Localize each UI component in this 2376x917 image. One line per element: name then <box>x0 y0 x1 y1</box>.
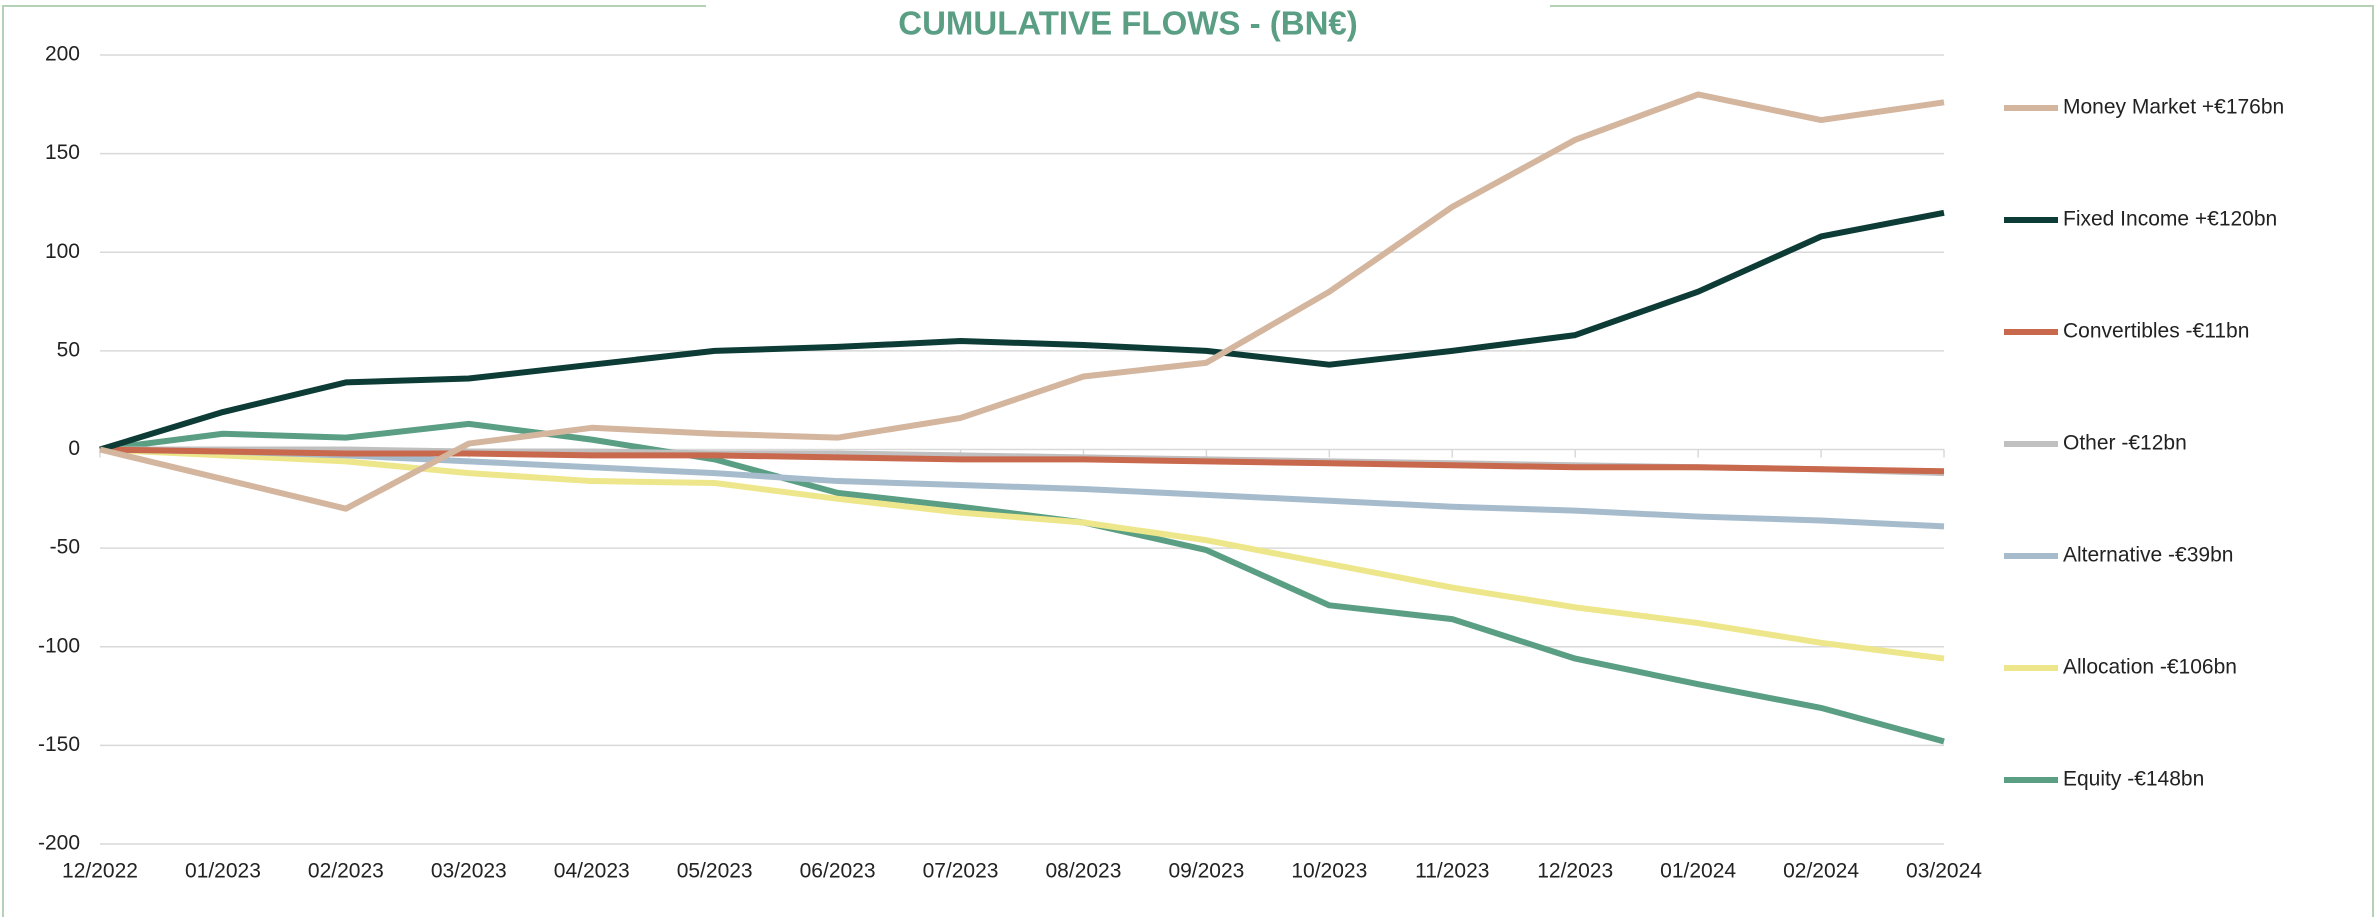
x-tick-label: 04/2023 <box>554 860 630 883</box>
y-tick-label: 0 <box>68 437 80 460</box>
x-tick-label: 11/2023 <box>1415 860 1489 883</box>
legend-label: Other -€12bn <box>2063 432 2187 455</box>
y-tick-label: -150 <box>38 733 80 756</box>
series-line <box>99 446 1945 662</box>
x-tick-label: 01/2024 <box>1660 860 1736 883</box>
y-tick-label: -100 <box>38 634 80 657</box>
y-tick-label: -200 <box>38 832 80 855</box>
x-tick-label: 10/2023 <box>1291 860 1367 883</box>
legend-label: Fixed Income +€120bn <box>2063 208 2277 231</box>
frame <box>2 5 2374 917</box>
legend-label: Allocation -€106bn <box>2063 656 2237 679</box>
legend-label: Money Market +€176bn <box>2063 96 2284 119</box>
series-line <box>99 446 1945 475</box>
legend-label: Equity -€148bn <box>2063 768 2204 791</box>
x-tick-label: 03/2024 <box>1906 860 1982 883</box>
x-tick-label: 06/2023 <box>800 860 876 883</box>
y-tick-label: 50 <box>57 338 80 361</box>
x-tick-label: 02/2024 <box>1783 860 1859 883</box>
x-tick-label: 01/2023 <box>185 860 261 883</box>
series-line <box>99 446 1945 530</box>
series-line <box>99 91 1945 512</box>
x-tick-label: 07/2023 <box>923 860 999 883</box>
series-line <box>99 209 1945 453</box>
x-tick-label: 08/2023 <box>1046 860 1122 883</box>
x-tick-label: 03/2023 <box>431 860 507 883</box>
y-tick-label: -50 <box>50 536 80 559</box>
y-tick-label: 150 <box>45 141 80 164</box>
x-tick-label: 09/2023 <box>1168 860 1244 883</box>
legend-label: Convertibles -€11bn <box>2063 320 2249 343</box>
x-tick-label: 12/2022 <box>62 860 138 883</box>
legend-label: Alternative -€39bn <box>2063 544 2233 567</box>
y-tick-label: 200 <box>45 43 80 66</box>
chart-title: CUMULATIVE FLOWS - (BN€) <box>898 5 1358 42</box>
y-tick-label: 100 <box>45 240 80 263</box>
x-tick-label: 12/2023 <box>1537 860 1613 883</box>
x-tick-label: 05/2023 <box>677 860 753 883</box>
x-tick-label: 02/2023 <box>308 860 384 883</box>
series-line <box>99 420 1945 745</box>
